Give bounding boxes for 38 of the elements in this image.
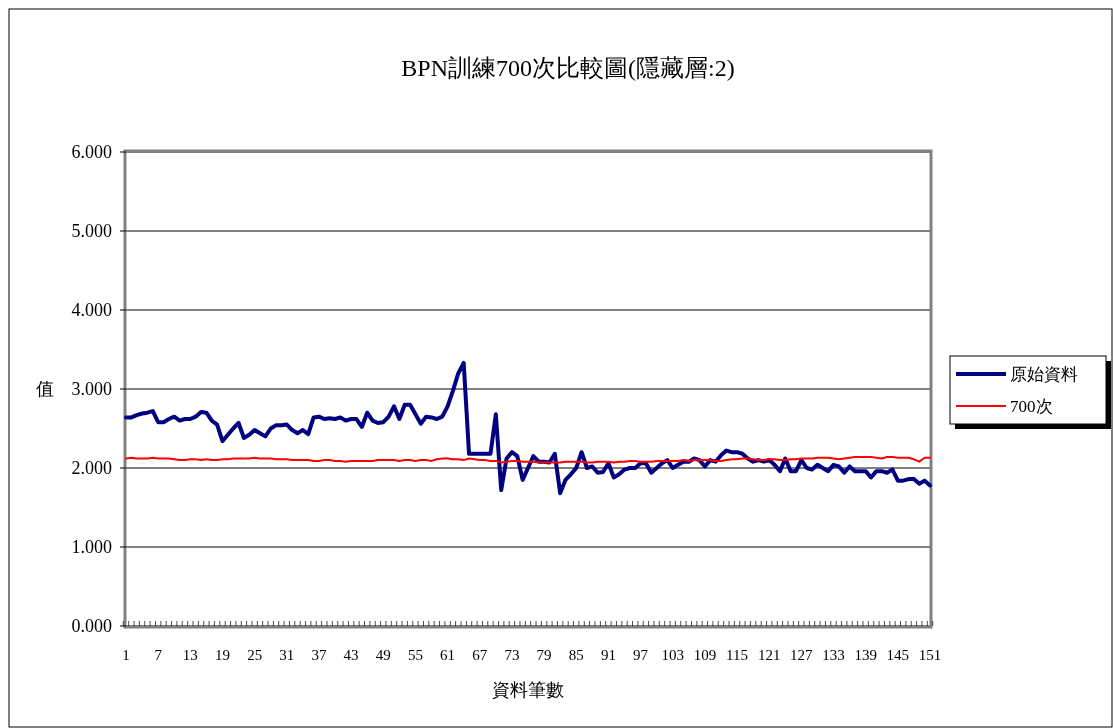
x-tick-label: 31 xyxy=(279,647,295,663)
x-tick-label: 91 xyxy=(600,647,616,663)
y-tick-label: 6.000 xyxy=(71,142,112,163)
x-tick-label: 49 xyxy=(375,647,391,663)
y-tick-label: 1.000 xyxy=(71,537,112,558)
x-tick-label: 109 xyxy=(693,647,717,663)
x-tick-label: 145 xyxy=(886,647,910,663)
x-tick-label: 73 xyxy=(504,647,520,663)
x-tick-label: 19 xyxy=(214,647,230,663)
x-tick-label: 7 xyxy=(154,647,163,663)
x-tick-label: 151 xyxy=(918,647,942,663)
x-tick-label: 25 xyxy=(247,647,263,663)
y-tick-label: 5.000 xyxy=(71,221,112,242)
chart-title: BPN訓練700次比較圖(隱藏層:2) xyxy=(401,55,735,81)
x-tick-label: 97 xyxy=(633,647,649,663)
x-tick-label: 133 xyxy=(822,647,845,663)
y-tick-label: 0.000 xyxy=(71,616,112,637)
x-tick-label: 55 xyxy=(407,647,423,663)
x-axis-title: 資料筆數 xyxy=(492,680,564,700)
y-tick-label: 3.000 xyxy=(71,379,112,400)
x-tick-label: 37 xyxy=(311,647,327,663)
x-tick-label: 139 xyxy=(854,647,877,663)
x-tick-label: 79 xyxy=(536,647,552,663)
x-tick-label: 121 xyxy=(757,647,781,663)
x-tick-label: 85 xyxy=(568,647,584,663)
legend-label: 700次 xyxy=(1010,396,1053,416)
x-tick-label: 1 xyxy=(122,647,130,663)
x-tick-label: 13 xyxy=(182,647,198,663)
y-tick-label: 2.000 xyxy=(71,458,112,479)
x-tick-label: 115 xyxy=(726,647,749,663)
y-axis-title: 值 xyxy=(36,379,54,400)
x-tick-label: 43 xyxy=(343,647,359,663)
y-tick-label: 4.000 xyxy=(71,300,112,321)
x-tick-label: 103 xyxy=(661,647,684,663)
x-tick-label: 61 xyxy=(440,647,456,663)
x-tick-label: 127 xyxy=(790,647,814,663)
legend-label: 原始資料 xyxy=(1010,364,1078,384)
x-tick-label: 67 xyxy=(472,647,488,663)
